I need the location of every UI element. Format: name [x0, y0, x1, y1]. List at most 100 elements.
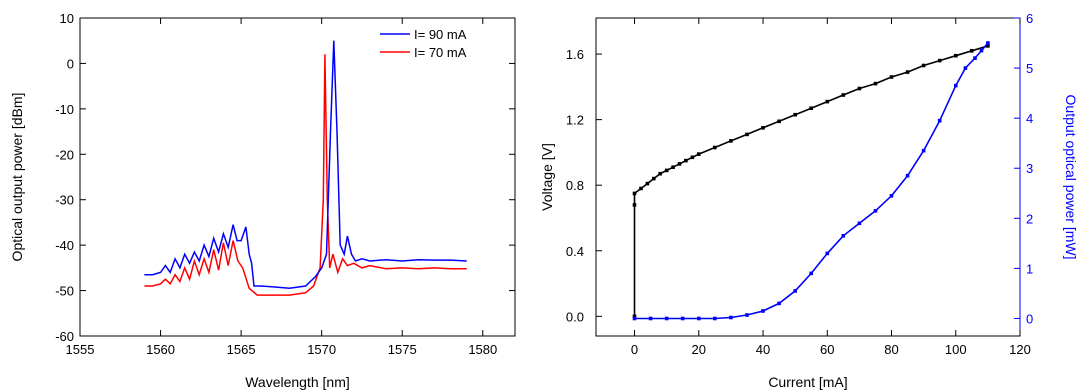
data-point: [889, 75, 894, 79]
legend-label: I= 70 mA: [414, 45, 467, 60]
data-point: [677, 162, 682, 166]
x-tick-label: 1575: [388, 342, 417, 357]
series-lines: [144, 40, 467, 296]
y-axis-label: Optical output power [dBm]: [9, 93, 25, 262]
legend-label: I= 90 mA: [414, 27, 467, 42]
x-tick-label: 0: [631, 342, 638, 357]
data-point: [986, 41, 990, 45]
data-point: [664, 316, 669, 321]
x-tick-label: 1580: [468, 342, 497, 357]
right-y-axis-label: Output optical power [mW]: [1063, 95, 1079, 260]
right-y-tick-label: 6: [1026, 11, 1033, 26]
data-point: [777, 301, 781, 306]
right-y-tick-label: 2: [1026, 211, 1033, 226]
data-point: [873, 81, 878, 86]
legend: I= 90 mA I= 70 mA: [380, 27, 467, 60]
axis-ticks: 0 20 40 60 80 100 120 0.0 0.4 0.8 1.2 1.6 0 1 2 3 4 5 6: [566, 11, 1033, 357]
right-y-tick-label: 1: [1026, 261, 1033, 276]
data-point: [745, 132, 749, 137]
data-point: [729, 139, 733, 143]
data-point: [963, 66, 968, 70]
data-point: [921, 148, 926, 153]
y-axis-label: Voltage [V]: [539, 143, 555, 211]
data-point: [680, 316, 685, 321]
data-point: [648, 316, 653, 321]
series-line: [144, 54, 467, 296]
y-tick-label: 1.2: [566, 113, 584, 128]
x-axis-label: Wavelength [nm]: [245, 374, 350, 390]
series-lines: [632, 41, 990, 321]
data-point: [954, 53, 958, 58]
series-line: [144, 40, 467, 290]
y-tick-label: 0.4: [566, 244, 584, 259]
data-point: [905, 173, 910, 178]
data-point: [652, 176, 656, 181]
data-point: [745, 313, 749, 317]
data-point: [857, 221, 862, 226]
data-point: [645, 181, 650, 186]
data-point: [697, 316, 701, 321]
data-point: [761, 309, 765, 313]
x-tick-label: 120: [1009, 342, 1031, 357]
right-y-tick-label: 0: [1026, 311, 1033, 326]
y-tick-label: 0.0: [566, 309, 584, 324]
y-tick-label: -50: [55, 284, 74, 299]
data-point: [632, 203, 637, 207]
right-y-tick-label: 4: [1026, 111, 1033, 126]
data-point: [809, 271, 813, 276]
data-point: [825, 99, 830, 104]
y-tick-label: -60: [55, 329, 74, 344]
iv-power-chart: 0 20 40 60 80 100 120 0.0 0.4 0.8 1.2 1.6 0 1 2 3 4 5 6 Cu…: [539, 11, 1079, 390]
data-point: [658, 171, 662, 176]
x-axis-label: Current [mA]: [768, 374, 847, 390]
data-point: [684, 158, 688, 163]
data-point: [729, 315, 733, 320]
data-point: [905, 70, 910, 74]
y-tick-label: -40: [55, 238, 74, 253]
data-point: [825, 251, 830, 256]
data-point: [937, 118, 942, 123]
y-tick-label: 0.8: [566, 178, 584, 193]
x-tick-label: 100: [945, 342, 967, 357]
x-tick-label: 60: [820, 342, 834, 357]
data-point: [954, 83, 958, 88]
data-point: [793, 289, 797, 293]
data-point: [632, 316, 637, 321]
plot-frame: [79, 17, 516, 337]
data-point: [986, 44, 990, 48]
data-point: [841, 234, 846, 238]
data-point: [793, 112, 797, 117]
data-point: [921, 63, 926, 68]
y-tick-label: -20: [55, 147, 74, 162]
right-y-tick-label: 5: [1026, 61, 1033, 76]
data-point: [761, 126, 765, 130]
data-point: [713, 316, 717, 321]
data-point: [889, 194, 894, 198]
data-point: [713, 145, 717, 150]
data-point: [973, 56, 977, 60]
x-tick-label: 1555: [66, 342, 95, 357]
x-tick-label: 80: [884, 342, 898, 357]
data-point: [857, 86, 862, 91]
data-point: [809, 106, 813, 110]
y-tick-label: -30: [55, 193, 74, 208]
x-tick-label: 1570: [307, 342, 336, 357]
y-tick-label: 10: [60, 11, 74, 26]
x-tick-label: 40: [756, 342, 770, 357]
data-point: [841, 93, 846, 97]
series-line: [634, 42, 989, 320]
x-tick-label: 1560: [146, 342, 175, 357]
data-point: [970, 49, 974, 53]
data-point: [873, 209, 878, 213]
data-point: [632, 314, 637, 319]
data-point: [671, 165, 675, 169]
plot-frame: [595, 17, 1021, 337]
series-line: [633, 45, 989, 317]
axis-ticks: 1555 1560 1565 1570 1575 1580 10 0 -10 -20 -30 -40 -…: [55, 11, 515, 357]
y-tick-label: 0: [67, 56, 74, 71]
data-point: [639, 186, 643, 191]
data-point: [979, 48, 984, 53]
data-point: [777, 119, 781, 124]
y-tick-label: 1.6: [566, 47, 584, 62]
